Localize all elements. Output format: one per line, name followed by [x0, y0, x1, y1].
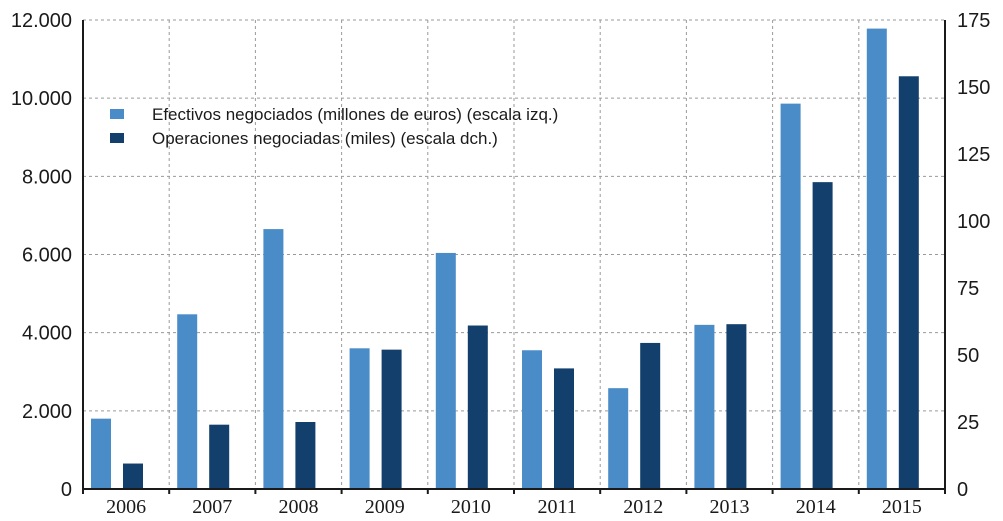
bar-efectivos-2008 — [263, 229, 284, 490]
bar-operaciones-2014 — [812, 182, 833, 489]
bar-operaciones-2009 — [381, 349, 402, 489]
bar-operaciones-2006 — [123, 463, 143, 489]
grid — [83, 19, 945, 489]
legend-swatch-operaciones — [110, 133, 124, 143]
x-tick-label: 2014 — [796, 496, 836, 518]
bars — [91, 28, 919, 490]
y-right-tick-label: 0 — [957, 479, 968, 501]
bar-operaciones-2010 — [467, 325, 488, 489]
bar-operaciones-2007 — [209, 424, 230, 489]
bar-efectivos-2012 — [608, 388, 629, 489]
y-right-tick-label: 175 — [957, 10, 990, 32]
legend-label-efectivos: Efectivos negociados (millones de euros)… — [152, 105, 558, 124]
y-right-tick-label: 100 — [957, 211, 990, 233]
tick-labels: 0 2.000 4.000 6.000 8.000 10.000 12.000 0 25 50 75… — [11, 10, 991, 518]
y-right-tick-label: 125 — [957, 144, 990, 166]
x-tick-label: 2011 — [537, 496, 576, 518]
y-left-tick-label: 8.000 — [22, 166, 72, 188]
y-left-tick-label: 6.000 — [22, 245, 72, 267]
x-tick-label: 2007 — [192, 496, 232, 518]
y-left-tick-label: 4.000 — [22, 323, 72, 345]
x-tick-label: 2009 — [365, 496, 405, 518]
y-right-tick-label: 150 — [957, 77, 990, 99]
bar-operaciones-2008 — [295, 422, 316, 489]
bar-efectivos-2013 — [694, 324, 715, 489]
y-left-tick-label: 2.000 — [22, 401, 72, 423]
y-right-tick-label: 75 — [957, 278, 979, 300]
legend-label-operaciones: Operaciones negociadas (miles) (escala d… — [152, 129, 498, 148]
bar-efectivos-2014 — [780, 103, 801, 489]
y-left-tick-label: 12.000 — [11, 10, 72, 32]
x-tick-label: 2010 — [451, 496, 491, 518]
legend-swatch-efectivos — [110, 109, 124, 119]
y-right-tick-label: 25 — [957, 412, 979, 434]
bar-efectivos-2009 — [349, 348, 370, 489]
y-right-tick-label: 50 — [957, 345, 979, 367]
bar-efectivos-2011 — [522, 350, 542, 489]
x-tick-label: 2012 — [623, 496, 663, 518]
y-left-tick-label: 0 — [61, 479, 72, 501]
bar-efectivos-2006 — [91, 418, 111, 489]
y-left-tick-label: 10.000 — [11, 88, 72, 110]
bar-efectivos-2010 — [435, 252, 456, 489]
bar-operaciones-2015 — [898, 76, 919, 489]
bar-operaciones-2012 — [640, 342, 661, 489]
bar-efectivos-2007 — [177, 314, 198, 489]
x-tick-label: 2006 — [106, 496, 146, 518]
bar-operaciones-2011 — [554, 368, 574, 489]
x-tick-label: 2015 — [882, 496, 922, 518]
x-tick-label: 2008 — [279, 496, 319, 518]
x-tick-label: 2013 — [710, 496, 750, 518]
legend: Efectivos negociados (millones de euros)… — [110, 105, 558, 148]
bar-efectivos-2015 — [866, 28, 887, 490]
axes — [82, 20, 946, 494]
bar-operaciones-2013 — [726, 324, 747, 489]
